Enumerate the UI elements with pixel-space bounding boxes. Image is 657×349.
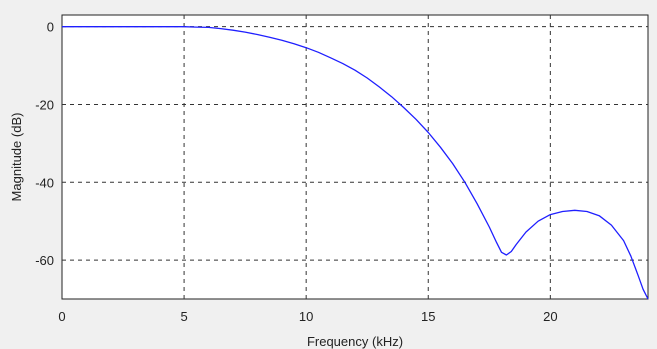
- y-tick-label: -20: [35, 97, 54, 112]
- y-tick-label: -60: [35, 253, 54, 268]
- series-layer: [62, 26, 649, 300]
- x-tick-label: 10: [299, 309, 313, 324]
- y-tick-label: 0: [47, 20, 54, 35]
- y-tick-label: -40: [35, 175, 54, 190]
- plot-area: [61, 14, 649, 300]
- x-tick-label: 20: [543, 309, 557, 324]
- series-line: [62, 26, 649, 300]
- x-tick-label: 0: [58, 309, 65, 324]
- y-axis-label: Magnitude (dB): [9, 113, 24, 202]
- x-tick-label: 5: [180, 309, 187, 324]
- x-tick-label: 15: [421, 309, 435, 324]
- x-axis-label: Frequency (kHz): [307, 334, 403, 349]
- tick-labels: 0 5 10 15 20 0 -20 -40 -60: [35, 20, 557, 324]
